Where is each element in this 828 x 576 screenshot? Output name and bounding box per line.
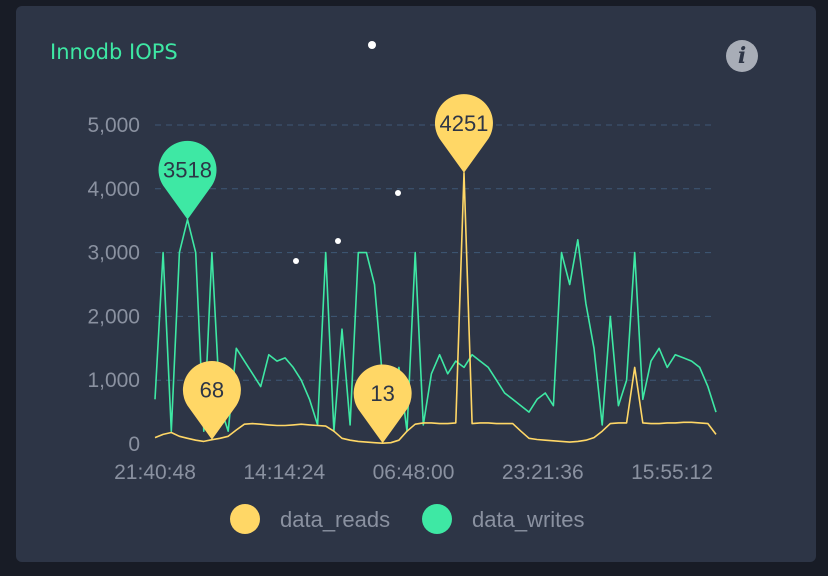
info-icon[interactable]: i <box>726 40 758 72</box>
chart-title: Innodb IOPS <box>50 40 178 64</box>
legend-swatch <box>230 504 260 534</box>
marker-pin <box>158 140 217 220</box>
marker-pin <box>353 364 412 444</box>
decoration-dot <box>368 41 376 49</box>
marker-label: 68 <box>200 378 224 403</box>
marker-pin <box>182 360 241 440</box>
marker-label: 4251 <box>439 111 488 136</box>
y-tick-label: 5,000 <box>87 114 140 137</box>
y-tick-label: 3,000 <box>87 242 140 265</box>
y-tick-label: 0 <box>128 433 140 456</box>
decoration-dot <box>293 258 299 264</box>
marker-pin <box>434 94 493 173</box>
legend-label: data_writes <box>472 507 585 532</box>
series-line-data-reads <box>154 172 717 445</box>
x-tick-label: 14:14:24 <box>243 461 325 484</box>
x-tick-label: 06:48:00 <box>373 461 455 484</box>
decoration-dot <box>335 238 341 244</box>
x-tick-label: 23:21:36 <box>502 461 584 484</box>
y-tick-label: 4,000 <box>87 178 140 201</box>
series-line-data-writes <box>154 218 717 433</box>
legend-swatch <box>422 504 452 534</box>
y-tick-label: 2,000 <box>87 305 140 328</box>
x-tick-label: 15:55:12 <box>631 461 713 484</box>
marker-label: 3518 <box>163 158 212 183</box>
decoration-dot <box>395 190 401 196</box>
x-tick-label: 21:40:48 <box>114 461 196 484</box>
y-tick-label: 1,000 <box>87 369 140 392</box>
legend-label: data_reads <box>280 507 390 532</box>
marker-label: 13 <box>370 381 394 406</box>
